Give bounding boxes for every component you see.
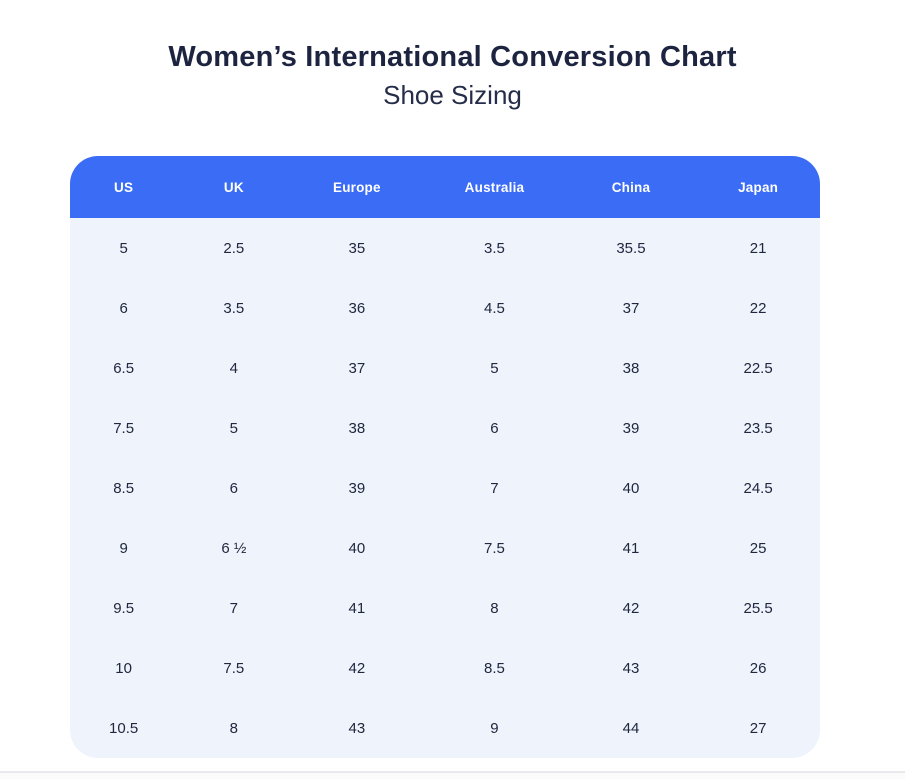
column-header-china: China [565,156,697,218]
size-cell: 7.5 [177,638,291,698]
size-cell: 36 [290,278,424,338]
size-cell: 39 [565,398,697,458]
size-cell: 23.5 [696,398,820,458]
size-cell: 41 [565,518,697,578]
table-row: 5 2.5 35 3.5 35.5 21 [70,218,820,278]
table-row: 9.5 7 41 8 42 25.5 [70,578,820,638]
size-cell: 42 [565,578,697,638]
column-header-uk: UK [177,156,291,218]
column-header-europe: Europe [290,156,424,218]
size-cell: 7.5 [70,398,178,458]
size-cell: 4 [177,338,291,398]
size-cell: 5 [423,338,566,398]
table-row: 6.5 4 37 5 38 22.5 [70,338,820,398]
table-row: 8.5 6 39 7 40 24.5 [70,458,820,518]
column-header-australia: Australia [423,156,566,218]
column-header-japan: Japan [696,156,820,218]
page-bottom-divider [0,771,905,773]
size-cell: 35 [290,218,424,278]
size-cell: 8 [177,698,291,758]
table-body: 5 2.5 35 3.5 35.5 21 6 3.5 36 4.5 37 22 6.5 4 37 5 38 22.… [70,218,820,758]
size-cell: 9 [70,518,178,578]
size-cell: 44 [565,698,697,758]
size-cell: 10.5 [70,698,178,758]
size-cell: 22 [696,278,820,338]
size-cell: 8.5 [70,458,178,518]
size-cell: 41 [290,578,424,638]
table-row: 7.5 5 38 6 39 23.5 [70,398,820,458]
table-row: 6 3.5 36 4.5 37 22 [70,278,820,338]
size-cell: 26 [696,638,820,698]
size-cell: 38 [565,338,697,398]
conversion-table: US UK Europe Australia China Japan 5 2.5 3… [70,156,820,758]
size-cell: 40 [290,518,424,578]
size-cell: 10 [70,638,178,698]
size-cell: 22.5 [696,338,820,398]
size-cell: 8 [423,578,566,638]
size-cell: 5 [70,218,178,278]
size-cell: 37 [290,338,424,398]
size-cell: 39 [290,458,424,518]
size-cell: 7 [177,578,291,638]
size-cell: 5 [177,398,291,458]
size-cell: 8.5 [423,638,566,698]
size-cell: 35.5 [565,218,697,278]
size-cell: 24.5 [696,458,820,518]
size-cell: 6 [423,398,566,458]
size-cell: 6.5 [70,338,178,398]
page-bottom-strip [0,773,905,779]
size-cell: 25.5 [696,578,820,638]
header-row: US UK Europe Australia China Japan [70,156,820,218]
page-title: Women’s International Conversion Chart [168,41,737,73]
size-cell: 21 [696,218,820,278]
column-header-us: US [70,156,178,218]
size-cell: 6 [177,458,291,518]
size-cell: 6 ½ [177,518,291,578]
page-subtitle: Shoe Sizing [383,79,522,110]
size-cell: 38 [290,398,424,458]
size-cell: 7 [423,458,566,518]
size-cell: 7.5 [423,518,566,578]
size-cell: 9.5 [70,578,178,638]
size-cell: 9 [423,698,566,758]
size-cell: 37 [565,278,697,338]
size-cell: 4.5 [423,278,566,338]
size-cell: 6 [70,278,178,338]
table-header: US UK Europe Australia China Japan [70,156,820,218]
size-cell: 43 [565,638,697,698]
size-cell: 2.5 [177,218,291,278]
size-cell: 25 [696,518,820,578]
size-cell: 27 [696,698,820,758]
table-row: 10 7.5 42 8.5 43 26 [70,638,820,698]
size-cell: 43 [290,698,424,758]
title-block: Women’s International Conversion Chart S… [0,40,905,111]
size-cell: 42 [290,638,424,698]
size-cell: 40 [565,458,697,518]
size-cell: 3.5 [177,278,291,338]
conversion-table-card: US UK Europe Australia China Japan 5 2.5 3… [70,156,820,758]
table-row: 10.5 8 43 9 44 27 [70,698,820,758]
size-cell: 3.5 [423,218,566,278]
